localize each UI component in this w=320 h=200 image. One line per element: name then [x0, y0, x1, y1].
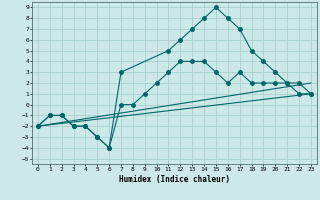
X-axis label: Humidex (Indice chaleur): Humidex (Indice chaleur): [119, 175, 230, 184]
